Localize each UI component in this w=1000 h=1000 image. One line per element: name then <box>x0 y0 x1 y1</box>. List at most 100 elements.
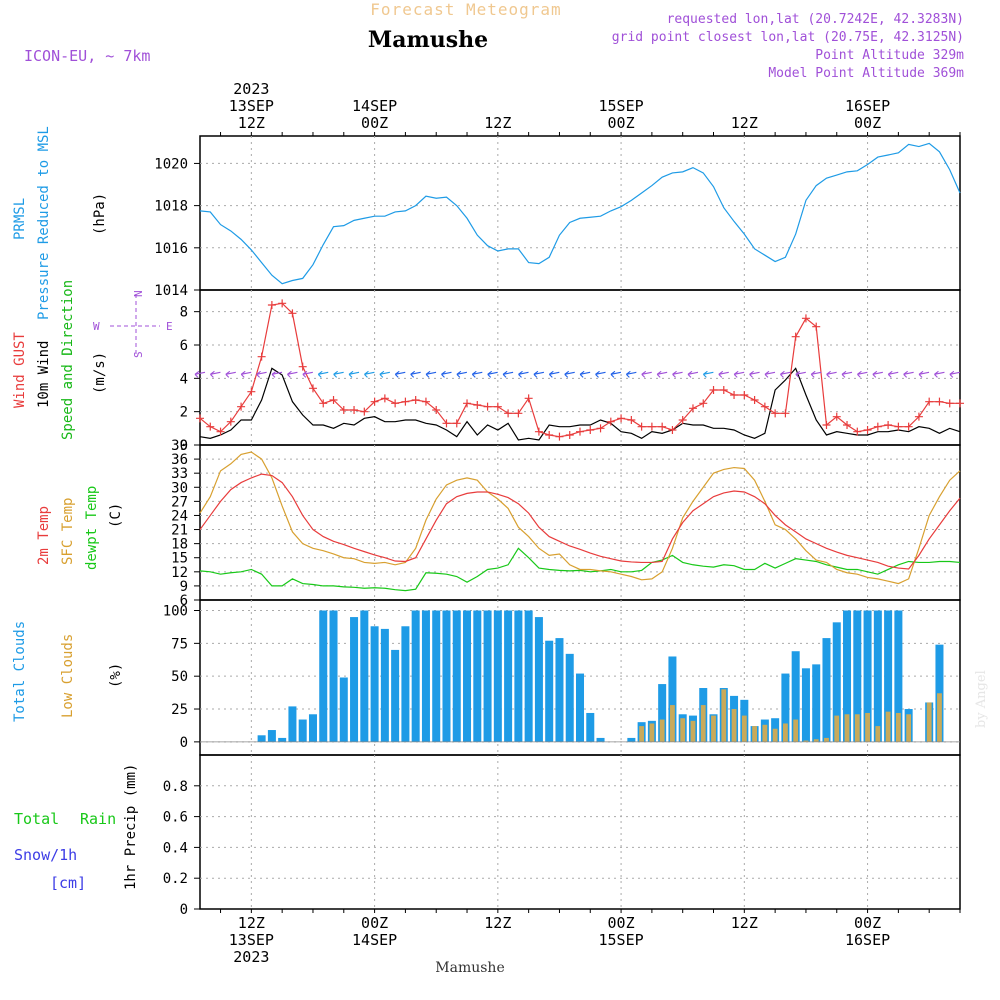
y-tick-label: 27 <box>171 494 188 510</box>
total-cloud-bar <box>565 653 574 742</box>
wind-dir-arrow <box>718 370 729 378</box>
compass-east: E <box>166 320 173 333</box>
total-cloud-bar <box>822 638 831 742</box>
wind-dir-arrow <box>271 370 283 378</box>
model-label: ICON-EU, ~ 7km <box>24 47 150 65</box>
total-cloud-bar <box>894 610 903 742</box>
wind-dir-arrow <box>533 370 545 378</box>
y-tick-label: 12 <box>171 565 188 581</box>
low-cloud-bar <box>639 726 645 742</box>
wind-dir-arrow <box>579 370 591 378</box>
low-cloud-bar <box>937 693 942 742</box>
total-cloud-bar <box>473 610 482 742</box>
gust-marker <box>668 426 677 434</box>
time-label-top: 14SEP <box>352 97 397 115</box>
gust-marker <box>329 396 338 404</box>
low-cloud-bar <box>670 705 675 742</box>
low-cloud-bar <box>895 712 901 742</box>
low-cloud-bar <box>700 705 706 742</box>
gust-marker <box>319 399 328 408</box>
total-cloud-bar <box>360 610 369 742</box>
gust-marker <box>945 399 954 408</box>
low-cloud-bar <box>649 723 655 742</box>
gust-marker <box>237 402 246 411</box>
y-tick-label: 6 <box>180 338 188 354</box>
gust-marker <box>226 417 235 426</box>
total-cloud-bar <box>853 610 862 742</box>
gust-marker <box>904 422 913 431</box>
wind-dir-arrow <box>764 370 776 378</box>
requested-coords: requested lon,lat (20.7242E, 42.3283N) <box>667 12 964 27</box>
y-tick-label: 36 <box>171 452 188 468</box>
low-cloud-bar <box>741 715 747 742</box>
wind-dir-arrow <box>810 370 822 378</box>
gust-marker <box>637 422 646 431</box>
gust-marker <box>339 406 348 414</box>
total-cloud-bar <box>555 638 564 742</box>
wind-dir-arrow <box>348 370 360 378</box>
gust-marker <box>391 399 400 408</box>
total-cloud-bar <box>627 737 636 742</box>
gust-marker <box>935 397 944 406</box>
total-cloud-bar <box>781 673 790 742</box>
time-label-bottom: 00Z <box>608 914 635 932</box>
total-cloud-bar <box>514 610 523 742</box>
wind-dir-arrow <box>749 370 760 378</box>
y-tick-label: 0 <box>180 438 188 454</box>
low-cloud-bar <box>793 719 799 742</box>
gust-marker <box>658 422 667 431</box>
gust-marker <box>278 299 287 308</box>
low-cloud-bar <box>875 726 881 742</box>
rain-label: Rain <box>80 810 116 828</box>
gust-marker <box>360 407 369 416</box>
total-cloud-bar <box>843 610 852 742</box>
total-cloud-bar <box>863 610 872 742</box>
time-label-bottom: 15SEP <box>599 931 644 949</box>
wind-dir-arrow <box>502 370 514 378</box>
y-tick-label: 9 <box>180 579 188 595</box>
wind-dir-arrow <box>826 370 837 378</box>
gust-marker <box>925 397 934 406</box>
low-cloud-bar <box>711 715 716 742</box>
time-label-top: 15SEP <box>599 97 644 115</box>
y-tick-label: 39 <box>171 438 188 454</box>
total-cloud-bar <box>801 668 810 742</box>
gust-marker <box>288 309 297 318</box>
total-cloud-bar <box>432 610 441 742</box>
time-label-bottom: 00Z <box>854 914 881 932</box>
wind-dir-arrow <box>687 370 699 378</box>
gust-marker <box>832 412 841 421</box>
total-cloud-bar <box>493 610 502 742</box>
y-tick-label: 4 <box>180 371 188 387</box>
low-cloud-bar <box>659 719 665 742</box>
y-tick-label: 50 <box>171 669 188 685</box>
total-cloud-bar <box>524 610 533 742</box>
wind-dir-arrow <box>887 370 899 378</box>
gust-marker <box>463 399 472 408</box>
gust-marker <box>298 362 307 371</box>
gust-marker <box>771 409 780 418</box>
total-cloud-bar <box>401 626 410 742</box>
total-cloud-bar <box>873 610 882 742</box>
y-tick-label: 18 <box>171 537 188 553</box>
gust-marker <box>524 394 533 403</box>
y-tick-label: 0.8 <box>163 779 188 795</box>
y-tick-label: 0.4 <box>163 840 188 856</box>
wind-dir-arrow <box>656 370 668 378</box>
time-label-top: 12Z <box>731 114 758 132</box>
footer-credit: by Angel <box>974 670 989 728</box>
total-cloud-bar <box>504 610 513 742</box>
gust-marker <box>730 391 739 399</box>
y-tick-label: 75 <box>171 636 188 652</box>
gust-marker <box>596 424 605 433</box>
total-clouds-label: Total Clouds <box>12 621 28 722</box>
gust-marker <box>370 397 379 406</box>
low-cloud-bar <box>854 714 860 742</box>
y-tick-label: 15 <box>171 551 188 567</box>
wind-dir-arrow <box>841 370 853 378</box>
gust-marker <box>206 422 215 431</box>
low-clouds-label: Low Clouds <box>60 634 76 718</box>
total-cloud-bar <box>545 640 554 742</box>
gust-marker <box>647 422 656 431</box>
wind-dir-arrow <box>780 370 791 378</box>
